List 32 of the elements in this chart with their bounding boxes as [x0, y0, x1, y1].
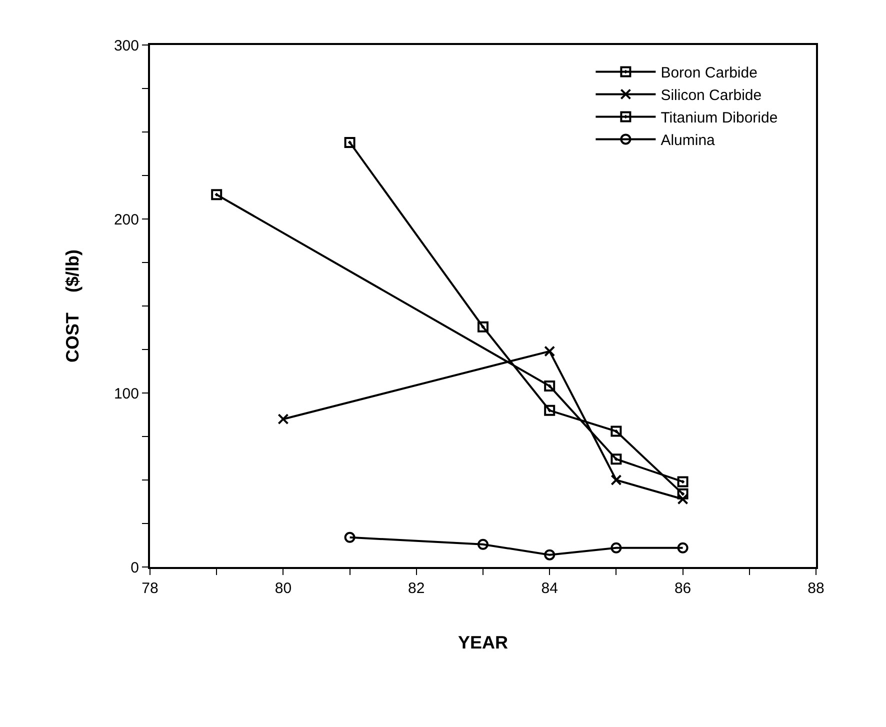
- x-tick-label: 84: [541, 580, 558, 597]
- x-tick-label: 78: [142, 580, 158, 597]
- point: [677, 476, 688, 488]
- point: [610, 542, 622, 554]
- legend-label: Titanium Diboride: [660, 110, 778, 127]
- point: [478, 538, 488, 550]
- point: [677, 542, 688, 554]
- legend-label: Silicon Carbide: [660, 87, 762, 104]
- point: [344, 136, 356, 148]
- x-axis-title: YEAR: [458, 632, 508, 653]
- y-tick-label: 0: [130, 559, 139, 576]
- point: [677, 488, 688, 500]
- point: [610, 474, 622, 486]
- y-axis-title: COST ($/lb): [62, 249, 83, 363]
- y-tick-label: 300: [114, 37, 139, 54]
- point: [544, 404, 556, 416]
- x-tick-label: 86: [674, 580, 692, 597]
- point: [211, 189, 222, 200]
- x-tick-label: 82: [408, 580, 425, 597]
- point: [478, 321, 488, 332]
- x-tick-label: 80: [274, 580, 292, 597]
- point: [544, 549, 556, 560]
- point: [278, 414, 289, 425]
- point: [344, 532, 356, 543]
- point: [610, 426, 622, 437]
- point: [610, 454, 622, 465]
- y-tick-label: 200: [114, 211, 139, 228]
- x-tick-label: 88: [808, 580, 824, 597]
- point: [544, 380, 556, 392]
- legend-label: Alumina: [660, 132, 716, 150]
- legend-label: Boron Carbide: [660, 64, 758, 82]
- y-tick-label: 100: [114, 385, 139, 402]
